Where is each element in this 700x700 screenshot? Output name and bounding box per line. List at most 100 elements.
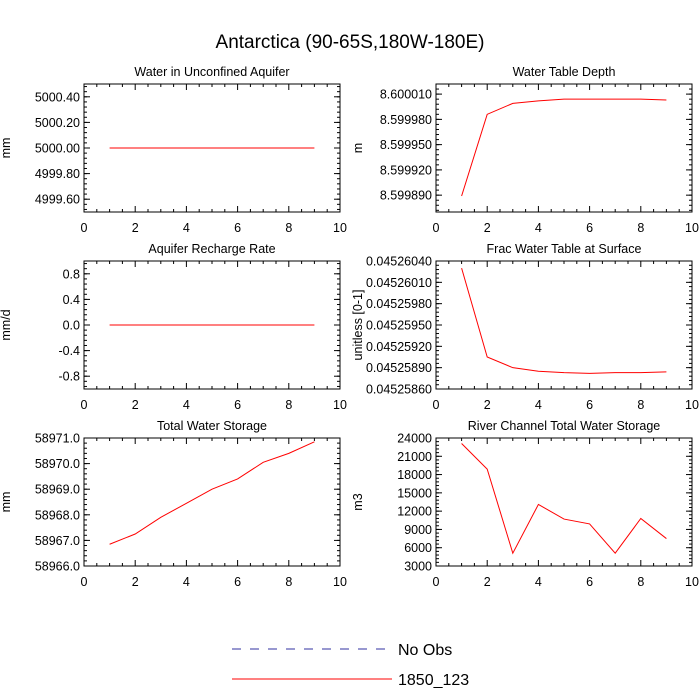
page-title: Antarctica (90-65S,180W-180E) xyxy=(215,32,485,53)
chart-title: Total Water Storage xyxy=(157,419,267,433)
y-tick-label: 8.599920 xyxy=(380,163,432,177)
y-tick-label: 5000.00 xyxy=(35,142,80,156)
y-tick-label: 0.04525920 xyxy=(366,340,432,354)
y-tick-label: 0.04525980 xyxy=(366,297,432,311)
y-tick-label: 0.4 xyxy=(63,293,80,307)
x-tick-label: 0 xyxy=(433,398,440,412)
y-tick-label: 5000.20 xyxy=(35,116,80,130)
x-tick-label: 8 xyxy=(637,221,644,235)
chart-panel-4: Frac Water Table at Surface unitless [0-1… xyxy=(351,242,699,412)
y-tick-label: 6000 xyxy=(404,541,432,555)
y-axis-label: m3 xyxy=(351,493,365,510)
y-tick-label: 12000 xyxy=(397,505,432,519)
x-tick-label: 6 xyxy=(586,221,593,235)
plot-frame xyxy=(435,437,693,567)
legend: No Obs 1850_123 xyxy=(232,642,469,689)
x-tick-label: 10 xyxy=(685,398,699,412)
y-axis-label: unitless [0-1] xyxy=(351,290,365,361)
x-tick-label: 8 xyxy=(285,221,292,235)
x-tick-label: 10 xyxy=(685,221,699,235)
x-tick-label: 8 xyxy=(285,398,292,412)
x-tick-label: 6 xyxy=(234,398,241,412)
y-tick-label: 9000 xyxy=(404,523,432,537)
y-axis-label: m xyxy=(351,143,365,153)
y-tick-label: 0.04525950 xyxy=(366,319,432,333)
y-tick-label: 0.04526010 xyxy=(366,276,432,290)
plot-frame xyxy=(435,260,693,390)
y-tick-label: 0.8 xyxy=(63,267,80,281)
x-tick-label: 10 xyxy=(333,398,347,412)
legend-label-1850-123: 1850_123 xyxy=(398,672,469,689)
series-line xyxy=(461,443,667,555)
y-tick-label: 15000 xyxy=(397,486,432,500)
y-tick-label: 58967.0 xyxy=(35,534,80,548)
y-tick-label: -0.4 xyxy=(58,344,80,358)
plot-frame xyxy=(435,83,693,213)
x-tick-label: 4 xyxy=(535,221,542,235)
x-tick-label: 4 xyxy=(183,221,190,235)
x-tick-label: 2 xyxy=(132,398,139,412)
x-tick-label: 8 xyxy=(285,575,292,589)
x-tick-label: 8 xyxy=(637,398,644,412)
y-axis-label: mm/d xyxy=(0,309,13,340)
x-tick-label: 0 xyxy=(81,398,88,412)
y-tick-label: 3000 xyxy=(404,560,432,574)
x-tick-label: 6 xyxy=(586,398,593,412)
x-tick-label: 2 xyxy=(484,575,491,589)
y-tick-label: 58971.0 xyxy=(35,432,80,446)
chart-title: River Channel Total Water Storage xyxy=(468,419,661,433)
y-tick-label: 21000 xyxy=(397,450,432,464)
x-tick-label: 4 xyxy=(535,575,542,589)
legend-label-no-obs: No Obs xyxy=(398,642,452,659)
series-line xyxy=(461,98,667,197)
x-tick-label: 2 xyxy=(484,398,491,412)
y-tick-label: -0.8 xyxy=(58,370,80,384)
y-axis-label: mm xyxy=(0,492,13,513)
y-tick-label: 18000 xyxy=(397,468,432,482)
x-tick-label: 0 xyxy=(81,575,88,589)
y-tick-label: 5000.40 xyxy=(35,90,80,104)
x-tick-label: 8 xyxy=(637,575,644,589)
chart-title: Water Table Depth xyxy=(513,65,616,79)
x-tick-label: 6 xyxy=(234,221,241,235)
chart-panel-1: Water in Unconfined Aquifer mm 0 2 4 6 8 10 5000… xyxy=(0,65,347,235)
chart-title: Water in Unconfined Aquifer xyxy=(134,65,289,79)
x-tick-label: 0 xyxy=(81,221,88,235)
x-tick-label: 6 xyxy=(586,575,593,589)
y-tick-label: 58969.0 xyxy=(35,483,80,497)
y-axis-label: mm xyxy=(0,138,13,159)
x-tick-label: 2 xyxy=(484,221,491,235)
y-tick-label: 8.600010 xyxy=(380,88,432,102)
y-tick-label: 0.04526040 xyxy=(366,255,432,269)
y-tick-label: 0.0 xyxy=(63,319,80,333)
series-line xyxy=(109,441,315,545)
y-tick-label: 8.599980 xyxy=(380,113,432,127)
x-tick-label: 10 xyxy=(685,575,699,589)
y-tick-label: 8.599950 xyxy=(380,138,432,152)
series-line xyxy=(461,267,667,374)
x-tick-label: 2 xyxy=(132,221,139,235)
plot-frame xyxy=(83,437,341,567)
y-tick-label: 24000 xyxy=(397,432,432,446)
chart-panel-5: Total Water Storage mm 0 2 4 6 8 10 58971.0 58970… xyxy=(0,419,347,589)
y-tick-label: 8.599890 xyxy=(380,189,432,203)
x-tick-label: 0 xyxy=(433,575,440,589)
x-tick-label: 0 xyxy=(433,221,440,235)
y-tick-label: 58966.0 xyxy=(35,560,80,574)
x-tick-label: 10 xyxy=(333,221,347,235)
x-tick-label: 6 xyxy=(234,575,241,589)
y-tick-label: 58968.0 xyxy=(35,508,80,522)
x-tick-label: 2 xyxy=(132,575,139,589)
y-tick-label: 58970.0 xyxy=(35,457,80,471)
x-tick-label: 4 xyxy=(535,398,542,412)
chart-title: Aquifer Recharge Rate xyxy=(148,242,275,256)
x-tick-label: 10 xyxy=(333,575,347,589)
chart-panel-6: River Channel Total Water Storage m3 0 2 4 6 8… xyxy=(351,419,699,589)
x-tick-label: 4 xyxy=(183,398,190,412)
chart-panel-3: Aquifer Recharge Rate mm/d 0 2 4 6 8 10 0.8 0.4 0.… xyxy=(0,242,347,412)
chart-panel-2: Water Table Depth m 0 2 4 6 8 10 8.600010 8.59998… xyxy=(351,65,699,235)
y-tick-label: 0.04525890 xyxy=(366,361,432,375)
x-tick-label: 4 xyxy=(183,575,190,589)
y-tick-label: 4999.80 xyxy=(35,167,80,181)
